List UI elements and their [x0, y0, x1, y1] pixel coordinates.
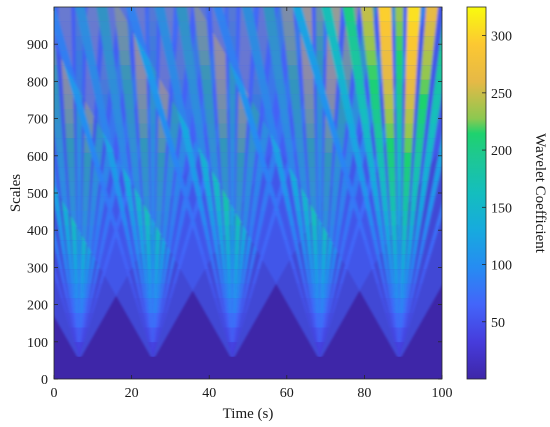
colorbar-tick-label: 50 [491, 316, 505, 331]
colorbar-fill [467, 7, 486, 379]
y-tick-label: 900 [27, 38, 48, 53]
y-tick-label: 400 [27, 224, 48, 239]
x-tick-label: 60 [280, 386, 294, 401]
heatmap-plot-area [53, 6, 443, 380]
x-tick-label: 40 [202, 386, 216, 401]
y-tick-label: 500 [27, 187, 48, 202]
y-tick-label: 600 [27, 150, 48, 165]
colorbar: 50 100 150 200 250 300 Wavelet Coefficient [466, 6, 548, 380]
x-axis-ticks: 0 20 40 60 80 100 [51, 7, 453, 401]
colorbar-tick-label: 250 [491, 87, 512, 102]
colorbar-tick-label: 150 [491, 201, 512, 216]
heatmap-bands [54, 7, 442, 357]
y-axis-label: Scales [8, 174, 24, 212]
colorbar-label: Wavelet Coefficient [532, 133, 548, 254]
x-axis-label: Time (s) [223, 406, 274, 422]
y-tick-label: 700 [27, 113, 48, 128]
colorbar-tick-label: 200 [491, 144, 512, 159]
y-tick-label: 300 [27, 261, 48, 276]
colorbar-frame [466, 6, 487, 380]
y-tick-label: 0 [41, 373, 48, 388]
x-tick-label: 0 [51, 386, 58, 401]
x-tick-label: 80 [357, 386, 371, 401]
y-axis-ticks: 0 100 200 300 400 500 600 700 800 900 [27, 38, 442, 388]
x-tick-label: 20 [125, 386, 139, 401]
y-tick-label: 100 [27, 336, 48, 351]
y-tick-label: 200 [27, 299, 48, 314]
wavelet-peak-fan [198, 7, 442, 357]
y-tick-label: 800 [27, 75, 48, 90]
colorbar-ticks: 50 100 150 200 250 300 [482, 30, 512, 331]
x-tick-label: 100 [432, 386, 453, 401]
colorbar-tick-label: 300 [491, 30, 512, 45]
colorbar-tick-label: 100 [491, 259, 512, 274]
